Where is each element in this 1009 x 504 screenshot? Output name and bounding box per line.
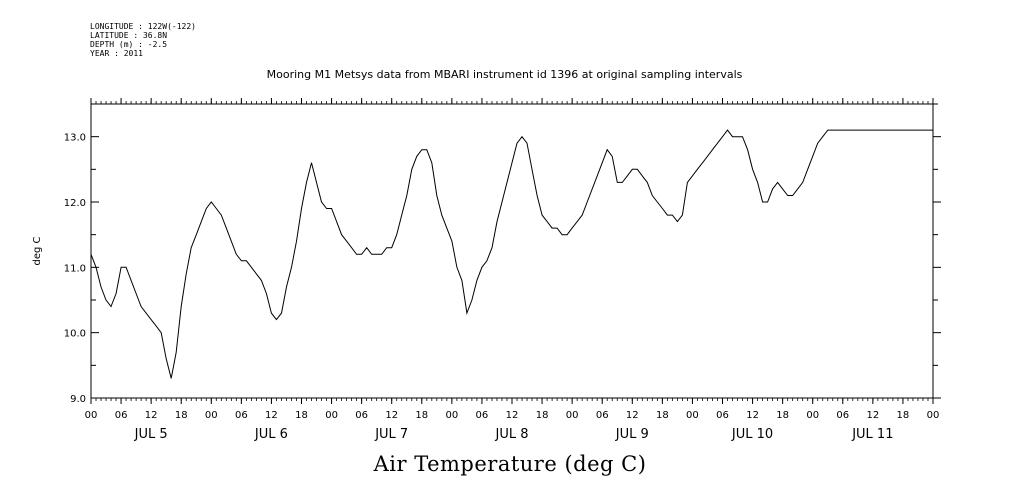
series-line (90, 129, 933, 379)
latitude-label: LATITUDE : 36.8N (90, 31, 168, 40)
x-tick-label: 00 (806, 410, 819, 421)
year-label: YEAR : 2011 (90, 49, 143, 58)
x-day-label: JUL 7 (374, 427, 408, 442)
x-day-label: JUL 6 (254, 427, 288, 442)
x-tick-label: 18 (415, 410, 428, 421)
y-tick-label: 11.0 (64, 263, 86, 274)
x-tick-label: 12 (385, 410, 398, 421)
x-day-label: JUL 10 (731, 427, 773, 442)
x-tick-label: 12 (145, 410, 158, 421)
x-tick-label: 00 (445, 410, 458, 421)
x-tick-label: 00 (566, 410, 579, 421)
x-tick-label: 12 (265, 410, 278, 421)
x-tick-label: 18 (776, 410, 789, 421)
depth-label: DEPTH (m) : -2.5 (90, 40, 168, 49)
x-tick-label: 00 (927, 410, 940, 421)
x-tick-label: 06 (596, 410, 609, 421)
x-day-label: JUL 9 (615, 427, 649, 442)
x-tick-label: 00 (325, 410, 338, 421)
x-tick-label: 00 (686, 410, 699, 421)
x-tick-label: 06 (355, 410, 368, 421)
chart-title: Mooring M1 Metsys data from MBARI instru… (266, 68, 743, 81)
x-tick-label: 12 (866, 410, 879, 421)
x-axis-title: Air Temperature (deg C) (373, 452, 647, 476)
x-tick-label: 18 (656, 410, 669, 421)
x-tick-label: 18 (295, 410, 308, 421)
x-tick-label: 06 (716, 410, 729, 421)
plot-frame (90, 103, 934, 399)
x-tick-label: 12 (506, 410, 519, 421)
longitude-label: LONGITUDE : 122W(-122) (90, 22, 196, 31)
x-tick-label: 18 (175, 410, 188, 421)
y-tick-label: 9.0 (70, 394, 86, 405)
x-tick-label: 12 (626, 410, 639, 421)
y-tick-label: 13.0 (64, 133, 86, 144)
y-tick-label: 10.0 (64, 329, 86, 340)
y-tick-label: 12.0 (64, 198, 86, 209)
x-tick-label: 18 (536, 410, 549, 421)
x-day-label: JUL 5 (134, 427, 168, 442)
x-day-label: JUL 8 (495, 427, 529, 442)
x-tick-label: 00 (85, 410, 98, 421)
x-tick-label: 00 (205, 410, 218, 421)
x-tick-label: 06 (476, 410, 489, 421)
x-tick-label: 18 (897, 410, 910, 421)
x-tick-label: 06 (235, 410, 248, 421)
x-day-label: JUL 11 (851, 427, 893, 442)
x-tick-label: 12 (746, 410, 759, 421)
x-tick-label: 06 (115, 410, 128, 421)
x-tick-label: 06 (836, 410, 849, 421)
y-axis-title: deg C (32, 236, 43, 265)
